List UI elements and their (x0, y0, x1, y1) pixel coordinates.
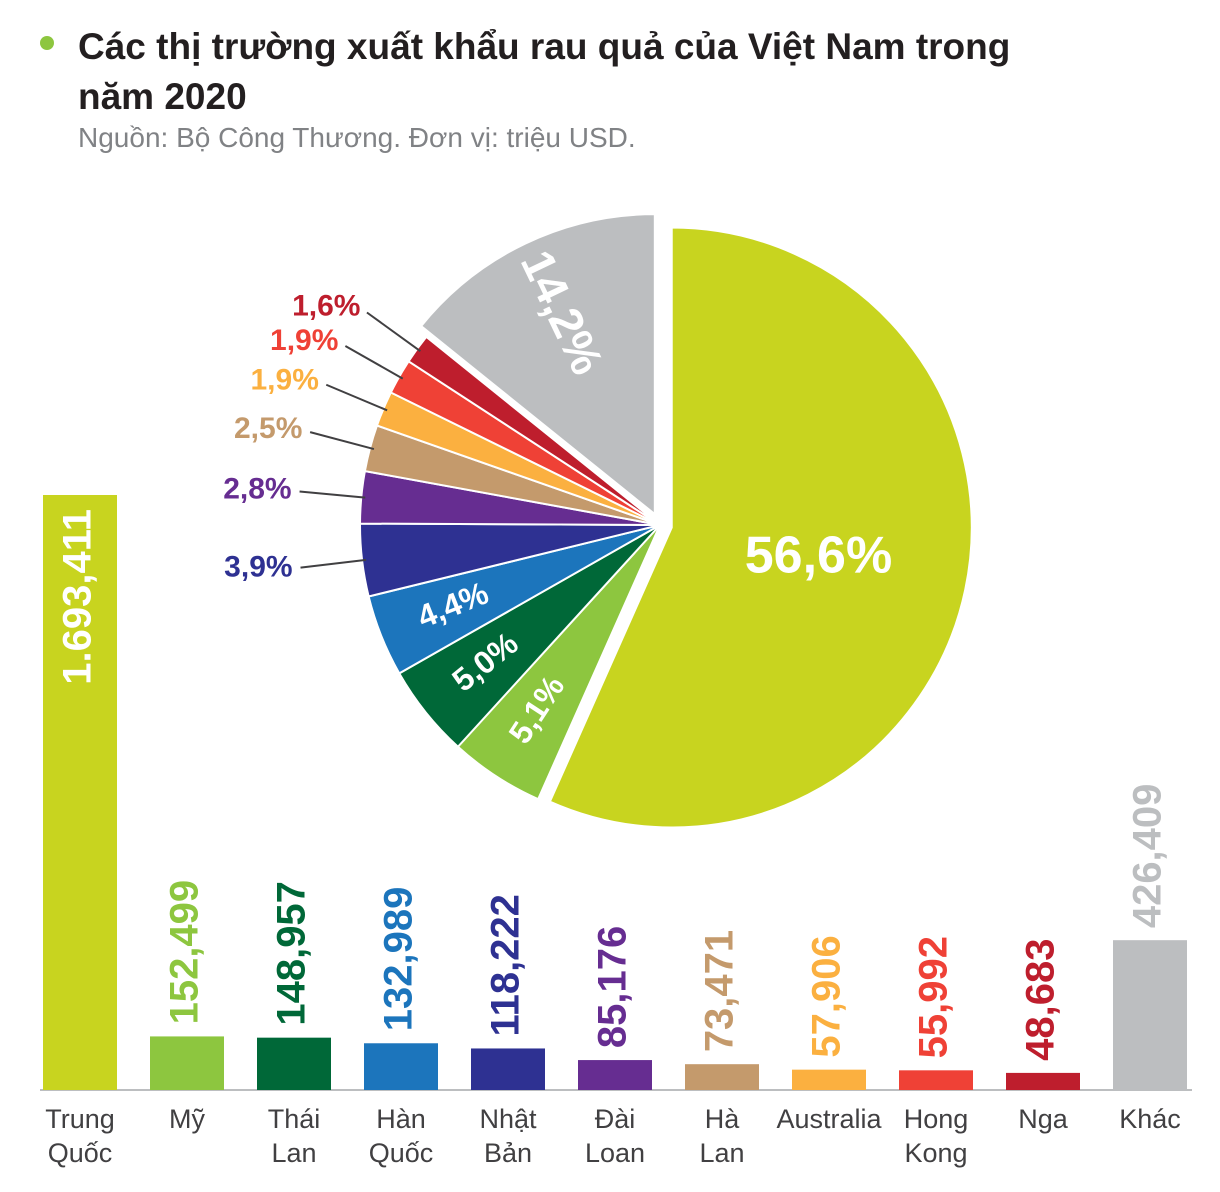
slice-label: 2,5% (234, 412, 302, 445)
bar (1006, 1072, 1080, 1090)
category-label: Mỹ (169, 1104, 205, 1134)
value-label: 1.693,411 (56, 509, 100, 685)
bullet (40, 36, 54, 50)
value-label: 132,989 (377, 887, 421, 1032)
value-label: 118,222 (484, 894, 528, 1036)
category-label: Hà Lan (699, 1104, 745, 1168)
category-label: Thái Lan (267, 1104, 321, 1168)
pie-slice (419, 213, 656, 517)
slice-label: 56,6% (745, 526, 892, 584)
leader-line (299, 490, 366, 499)
bar (364, 1043, 438, 1090)
bar (685, 1064, 759, 1090)
bar (150, 1036, 224, 1090)
value-label: 48,683 (1019, 939, 1063, 1061)
bar (471, 1048, 545, 1090)
leader-line (344, 345, 404, 380)
category-label: Hong Kong (903, 1104, 969, 1168)
slice-label: 3,9% (224, 550, 292, 583)
value-label: 152,499 (163, 880, 207, 1025)
value-label: 73,471 (698, 930, 742, 1052)
chart-subtitle: Nguồn: Bộ Công Thương. Đơn vị: triệu USD… (78, 122, 636, 153)
category-label: Hàn Quốc (368, 1104, 434, 1168)
value-label: 55,992 (912, 936, 956, 1058)
slice-label: 1,6% (292, 290, 360, 323)
category-label: Nhật Bản (479, 1104, 537, 1168)
pie-slice (548, 226, 973, 829)
category-label: Nga (1018, 1104, 1068, 1134)
category-label: Australia (776, 1104, 882, 1134)
chart-title: Các thị trường xuất khẩu rau quả của Việ… (78, 26, 1011, 117)
value-label: 148,957 (270, 881, 314, 1026)
category-label: Trung Quốc (45, 1104, 115, 1168)
bar (792, 1069, 866, 1090)
slice-label: 1,9% (251, 364, 319, 397)
slice-label: 2,8% (223, 473, 291, 506)
category-label: Đài Loan (584, 1104, 646, 1168)
leader-line (309, 431, 375, 451)
bar (1113, 940, 1187, 1090)
leader-line (325, 383, 388, 412)
value-label: 426,409 (1126, 784, 1170, 929)
slice-label: 1,9% (270, 324, 338, 357)
value-label: 57,906 (805, 935, 849, 1057)
bar (899, 1070, 973, 1090)
bar (257, 1037, 331, 1090)
bar (43, 495, 117, 1090)
bar (578, 1060, 652, 1090)
category-label: Khác (1119, 1104, 1181, 1134)
leader-line (366, 311, 421, 353)
value-label: 85,176 (591, 926, 635, 1048)
leader-line (300, 558, 367, 569)
